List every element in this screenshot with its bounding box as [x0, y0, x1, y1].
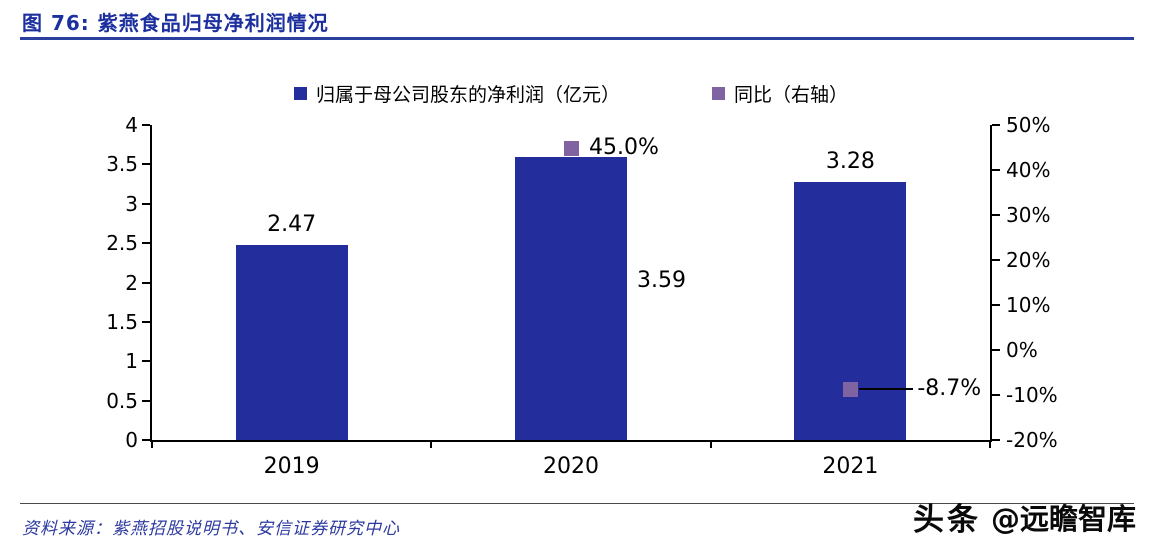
y-axis-left-tick-label: 4: [125, 113, 138, 137]
y-axis-left-tick: [142, 439, 150, 441]
y-axis-left-tick: [142, 202, 150, 205]
bar-2020: [515, 157, 627, 440]
y-axis-right-tick-label: 0%: [1006, 338, 1038, 362]
y-axis-left-tick-label: 2.5: [106, 231, 138, 256]
x-axis-tick: [709, 442, 712, 448]
bar-2021: [794, 181, 907, 440]
y-axis-right-tick: [992, 259, 1000, 261]
yoy-value-label: 45.0%: [589, 134, 659, 160]
x-axis-label: 2021: [822, 454, 879, 479]
bar-value-label: 3.59: [637, 268, 686, 294]
yoy-value-label: -8.7%: [917, 376, 982, 402]
bar-value-label: 2.47: [267, 212, 317, 238]
y-axis-left-tick-label: 0.5: [106, 388, 138, 413]
x-axis-tick: [989, 442, 991, 448]
y-axis-left-tick: [142, 124, 150, 126]
bar-value-label: 3.28: [825, 148, 875, 174]
y-axis-right-tick-label: 40%: [1006, 158, 1051, 182]
y-axis-left-tick: [142, 360, 150, 363]
x-axis-label: 2020: [543, 454, 599, 479]
y-axis-right-tick: [992, 304, 1000, 306]
x-axis-line: [150, 440, 992, 442]
y-axis-right-tick: [992, 394, 1000, 396]
y-axis-right-tick-label: 10%: [1006, 293, 1051, 317]
yoy-marker: [564, 140, 579, 156]
y-axis-left-tick-label: 3.5: [106, 152, 138, 177]
y-axis-right-tick-label: -10%: [1006, 383, 1058, 407]
yoy-marker: [843, 382, 859, 398]
y-axis-right-tick-label: 30%: [1006, 203, 1051, 227]
y-axis-right-tick: [992, 439, 1000, 441]
legend-item: 归属于母公司股东的净利润（亿元）: [293, 80, 620, 107]
x-axis-label: 2019: [263, 454, 320, 479]
y-axis-left-tick-label: 1: [125, 349, 138, 374]
y-axis-right-line: [990, 125, 992, 440]
y-axis-left-tick-label: 2: [125, 270, 138, 295]
y-axis-left-tick: [142, 163, 150, 166]
y-axis-right-tick: [992, 349, 1000, 351]
bar-2019: [235, 245, 348, 440]
watermark-brand: 头条: [912, 502, 981, 538]
source-note: 资料来源：紫燕招股说明书、安信证券研究中心: [22, 519, 400, 539]
y-axis-right-tick-label: 20%: [1006, 248, 1051, 272]
legend-label: 归属于母公司股东的净利润（亿元）: [315, 84, 620, 106]
legend-swatch-icon: [712, 87, 725, 100]
y-axis-right-tick: [992, 169, 1000, 171]
y-axis-left-tick: [142, 242, 150, 245]
y-axis-left-tick-label: 3: [125, 191, 138, 216]
y-axis-right-tick-label: -20%: [1006, 428, 1058, 452]
marker-connector-line: [859, 388, 914, 391]
x-axis-tick: [430, 442, 433, 448]
x-axis-tick: [151, 442, 153, 448]
footer-divider: [20, 503, 1134, 504]
y-axis-left-tick: [142, 399, 150, 402]
watermark-handle: @远瞻智库: [990, 501, 1136, 536]
y-axis-left-tick: [142, 320, 150, 323]
legend-label: 同比（右轴）: [734, 84, 849, 106]
y-axis-left-tick-label: 1.5: [106, 309, 138, 334]
chart-legend: 归属于母公司股东的净利润（亿元） 同比（右轴）: [152, 80, 990, 107]
legend-item: 同比（右轴）: [712, 80, 848, 107]
y-axis-right-tick-label: 50%: [1006, 113, 1051, 137]
legend-swatch-icon: [293, 87, 307, 100]
y-axis-right-tick: [992, 124, 1000, 126]
figure-title: 图 76: 紫燕食品归母净利润情况: [22, 11, 329, 35]
y-axis-left-line: [150, 125, 152, 440]
y-axis-left-tick: [142, 281, 150, 284]
y-axis-left-tick-label: 0: [125, 428, 138, 452]
title-divider: [20, 37, 1134, 40]
y-axis-right-tick: [992, 214, 1000, 216]
watermark: 头条 @远瞻智库: [913, 494, 1136, 539]
